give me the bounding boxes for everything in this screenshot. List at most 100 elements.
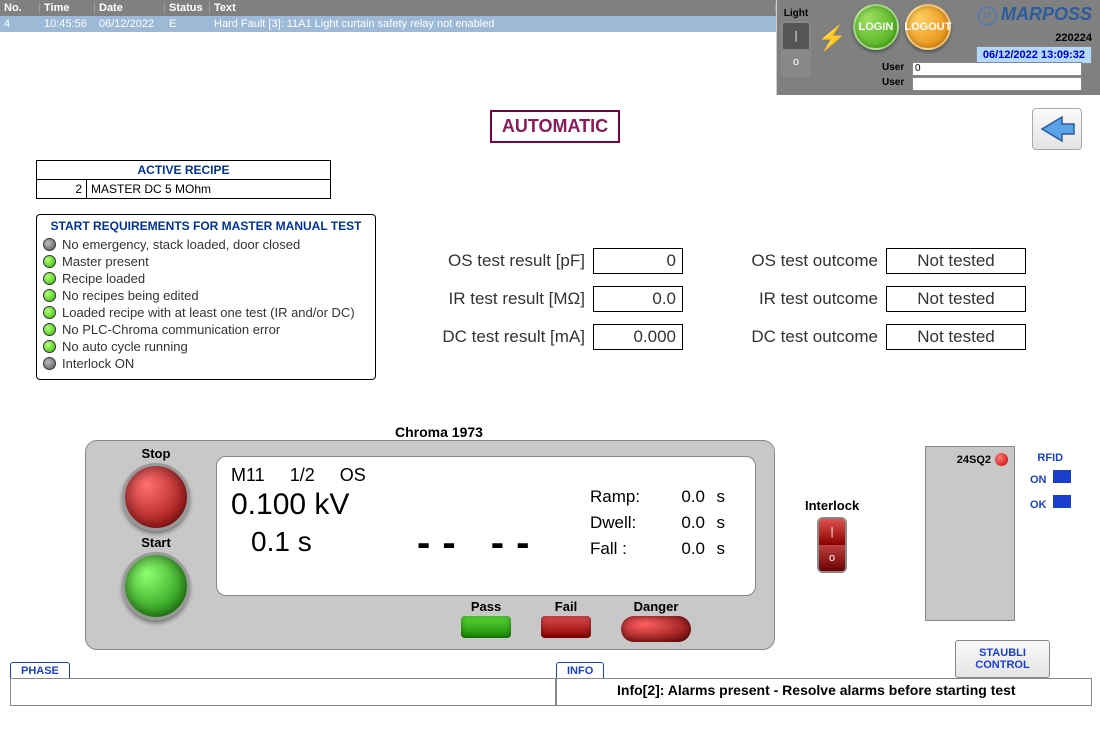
brand-icon: M	[977, 6, 997, 26]
alarm-header: No. Time Date Status Text	[0, 0, 776, 16]
light-switch[interactable]: |o	[781, 21, 811, 77]
result-value: 0.000	[593, 324, 683, 350]
back-button[interactable]	[1032, 108, 1082, 150]
dwell-label: Dwell:	[590, 513, 660, 533]
requirement-led	[43, 238, 56, 251]
alarm-time: 10:45:56	[40, 18, 95, 30]
rfid-title: RFID	[1037, 452, 1063, 464]
top-right-panel: Light |o ⚡ LOGIN LOGOUT M MARPOSS MSTECH…	[777, 0, 1100, 95]
rfid-on-indicator	[1053, 470, 1071, 483]
user-role-label: User	[882, 77, 912, 91]
col-status: Status	[165, 2, 210, 14]
fail-label: Fail	[555, 599, 577, 614]
interlock-switch[interactable]: |o	[817, 517, 847, 573]
lcd-dashes: -- --	[417, 521, 541, 566]
col-no: No.	[0, 2, 40, 14]
lcd-m: M11	[231, 465, 265, 485]
sq-label: 24SQ2	[957, 454, 991, 466]
alarm-row[interactable]: 4 10:45:56 06/12/2022 E Hard Fault [3]: …	[0, 16, 776, 32]
requirement-led	[43, 357, 56, 370]
requirement-text: No auto cycle running	[62, 339, 188, 354]
interlock-label: Interlock	[805, 498, 859, 513]
staubli-control-button[interactable]: STAUBLI CONTROL	[955, 640, 1050, 678]
requirement-led	[43, 272, 56, 285]
rfid-on-label: ON	[1030, 474, 1047, 486]
requirement-text: Loaded recipe with at least one test (IR…	[62, 305, 355, 320]
col-date: Date	[95, 2, 165, 14]
results-area: OS test result [pF]0OS test outcomeNot t…	[405, 248, 1026, 362]
alarm-text: Hard Fault [3]: 11A1 Light curtain safet…	[210, 18, 776, 30]
requirement-led	[43, 323, 56, 336]
requirement-item: No emergency, stack loaded, door closed	[43, 237, 369, 252]
requirement-led	[43, 289, 56, 302]
dwell-unit: s	[705, 513, 725, 533]
ramp-val: 0.0	[660, 487, 705, 507]
fall-label: Fall :	[590, 539, 660, 559]
lcd-mode: OS	[340, 465, 366, 485]
requirement-text: No recipes being edited	[62, 288, 199, 303]
recipe-num: 2	[37, 180, 87, 198]
top-bar: No. Time Date Status Text 4 10:45:56 06/…	[0, 0, 1100, 95]
start-button[interactable]	[122, 552, 190, 620]
sq-led	[995, 453, 1008, 466]
serial-number: 220224	[1055, 32, 1092, 44]
chroma-panel: Stop Start M11 1/2 OS 0.100 kV 0.1 s -- …	[85, 440, 775, 650]
logout-button[interactable]: LOGOUT	[905, 4, 951, 50]
info-body: Info[2]: Alarms present - Resolve alarms…	[556, 678, 1092, 706]
chroma-title: Chroma 1973	[395, 424, 483, 440]
outcome-label: OS test outcome	[723, 251, 878, 271]
bolt-icon: ⚡	[817, 24, 847, 53]
result-row: DC test result [mA]0.000DC test outcomeN…	[405, 324, 1026, 350]
stop-button[interactable]	[122, 463, 190, 531]
recipe-name: MASTER DC 5 MOhm	[87, 180, 330, 198]
requirement-text: No PLC-Chroma communication error	[62, 322, 280, 337]
requirement-led	[43, 340, 56, 353]
user-num-value: 0	[912, 62, 1082, 76]
light-label: Light	[784, 8, 808, 19]
lcd-frac: 1/2	[290, 465, 315, 485]
alarm-date: 06/12/2022	[95, 18, 165, 30]
requirement-led	[43, 306, 56, 319]
phase-body	[10, 678, 556, 706]
danger-lamp	[621, 616, 691, 642]
requirement-item: No auto cycle running	[43, 339, 369, 354]
requirement-item: No recipes being edited	[43, 288, 369, 303]
requirement-text: Interlock ON	[62, 356, 134, 371]
mode-banner: AUTOMATIC	[490, 110, 620, 143]
pass-lamp	[461, 616, 511, 638]
outcome-label: DC test outcome	[723, 327, 878, 347]
requirement-item: Loaded recipe with at least one test (IR…	[43, 305, 369, 320]
ramp-unit: s	[705, 487, 725, 507]
requirement-text: No emergency, stack loaded, door closed	[62, 237, 300, 252]
stop-label: Stop	[106, 446, 206, 461]
login-button[interactable]: LOGIN	[853, 4, 899, 50]
info-text: Info[2]: Alarms present - Resolve alarms…	[617, 682, 1016, 698]
fail-lamp	[541, 616, 591, 638]
interlock-block: Interlock |o	[805, 498, 859, 573]
result-value: 0.0	[593, 286, 683, 312]
requirements-box: START REQUIREMENTS FOR MASTER MANUAL TES…	[36, 214, 376, 380]
requirements-title: START REQUIREMENTS FOR MASTER MANUAL TES…	[43, 219, 369, 233]
outcome-label: IR test outcome	[723, 289, 878, 309]
user-num-label: User	[882, 62, 912, 76]
dwell-val: 0.0	[660, 513, 705, 533]
recipe-title: ACTIVE RECIPE	[37, 161, 330, 179]
grey-status-panel: 24SQ2	[925, 446, 1015, 621]
user-block: User 0 User	[882, 62, 1082, 91]
rfid-ok-label: OK	[1030, 499, 1047, 511]
lcd-display: M11 1/2 OS 0.100 kV 0.1 s -- -- Ramp:0.0…	[216, 456, 756, 596]
user-role-value	[912, 77, 1082, 91]
requirement-text: Master present	[62, 254, 149, 269]
bottom-tabs: PHASE INFO Info[2]: Alarms present - Res…	[10, 678, 1092, 706]
active-recipe-box: ACTIVE RECIPE 2 MASTER DC 5 MOhm	[36, 160, 331, 199]
fall-unit: s	[705, 539, 725, 559]
outcome-value: Not tested	[886, 324, 1026, 350]
requirement-item: Master present	[43, 254, 369, 269]
brand-area: M MARPOSS MSTECH 220224 06/12/2022 13:09…	[976, 4, 1092, 64]
result-row: OS test result [pF]0OS test outcomeNot t…	[405, 248, 1026, 274]
light-block: Light |o	[781, 8, 811, 77]
pass-label: Pass	[471, 599, 501, 614]
col-text: Text	[210, 2, 776, 14]
alarm-no: 4	[0, 18, 40, 30]
requirement-text: Recipe loaded	[62, 271, 145, 286]
